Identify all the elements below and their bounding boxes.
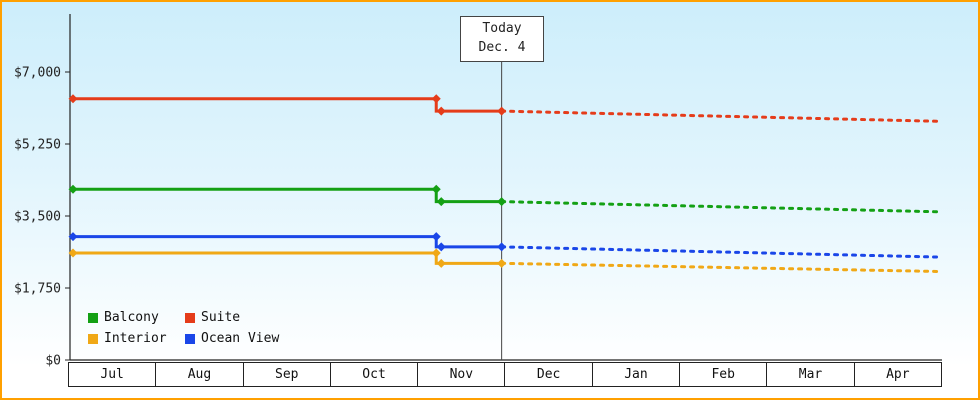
- legend-label: Balcony: [104, 310, 159, 325]
- month-axis-row: Jul Aug Sep Oct Nov Dec Jan Feb Mar Apr: [68, 362, 942, 387]
- legend-item-balcony: Balcony: [88, 310, 185, 325]
- month-cell-oct: Oct: [329, 362, 419, 387]
- y-axis-label: $7,000: [14, 66, 61, 81]
- y-axis-label: $1,750: [14, 282, 61, 297]
- series-line-interior: [70, 251, 502, 265]
- month-cell-apr: Apr: [853, 362, 942, 387]
- month-cell-feb: Feb: [679, 362, 768, 387]
- series-marker: [68, 184, 78, 194]
- series-marker: [68, 248, 78, 258]
- series-forecast-balcony: [500, 200, 944, 214]
- series-marker: [497, 106, 507, 116]
- month-cell-mar: Mar: [766, 362, 855, 387]
- series-marker: [431, 248, 441, 258]
- series-line-suite: [70, 97, 502, 113]
- series-forecast-ocean-view: [500, 245, 944, 259]
- month-cell-sep: Sep: [242, 362, 331, 387]
- series-marker: [436, 242, 446, 252]
- series-line-ocean-view: [70, 235, 502, 249]
- legend-swatch-icon: [88, 333, 98, 344]
- series-marker: [431, 184, 441, 194]
- axes: [69, 14, 942, 361]
- month-cell-jan: Jan: [591, 362, 681, 387]
- legend-item-ocean-view: Ocean View: [185, 331, 279, 346]
- today-label: Today: [482, 21, 522, 36]
- month-cell-jul: Jul: [68, 362, 157, 387]
- legend-label: Suite: [201, 310, 241, 325]
- y-axis-label: $0: [45, 354, 61, 369]
- series-marker: [68, 94, 78, 104]
- legend-label: Ocean View: [201, 331, 280, 346]
- legend-swatch-icon: [88, 312, 98, 323]
- series-marker: [431, 94, 441, 104]
- month-cell-aug: Aug: [155, 362, 244, 387]
- series-marker: [436, 106, 446, 116]
- series-forecast-interior: [500, 261, 944, 274]
- series-forecast-suite: [500, 109, 944, 123]
- month-cell-dec: Dec: [504, 362, 593, 387]
- series-marker: [436, 258, 446, 268]
- series-marker: [436, 197, 446, 207]
- legend-item-interior: Interior: [88, 331, 185, 346]
- series-marker: [497, 258, 507, 268]
- series-marker: [497, 242, 507, 252]
- today-marker-box: Today Dec. 4: [460, 16, 544, 62]
- y-axis-label: $5,250: [14, 138, 61, 153]
- legend-swatch-icon: [185, 333, 195, 344]
- today-date-label: Dec. 4: [478, 39, 526, 55]
- series-marker: [497, 197, 507, 207]
- legend-swatch-icon: [185, 312, 195, 323]
- legend-label: Interior: [104, 331, 167, 346]
- month-cell-nov: Nov: [417, 362, 506, 387]
- legend: Balcony Suite Interior Ocean View: [88, 310, 279, 346]
- legend-item-suite: Suite: [185, 310, 279, 325]
- series-marker: [68, 232, 78, 242]
- series-marker: [431, 232, 441, 242]
- y-axis-label: $3,500: [14, 210, 61, 225]
- series-line-balcony: [70, 187, 502, 204]
